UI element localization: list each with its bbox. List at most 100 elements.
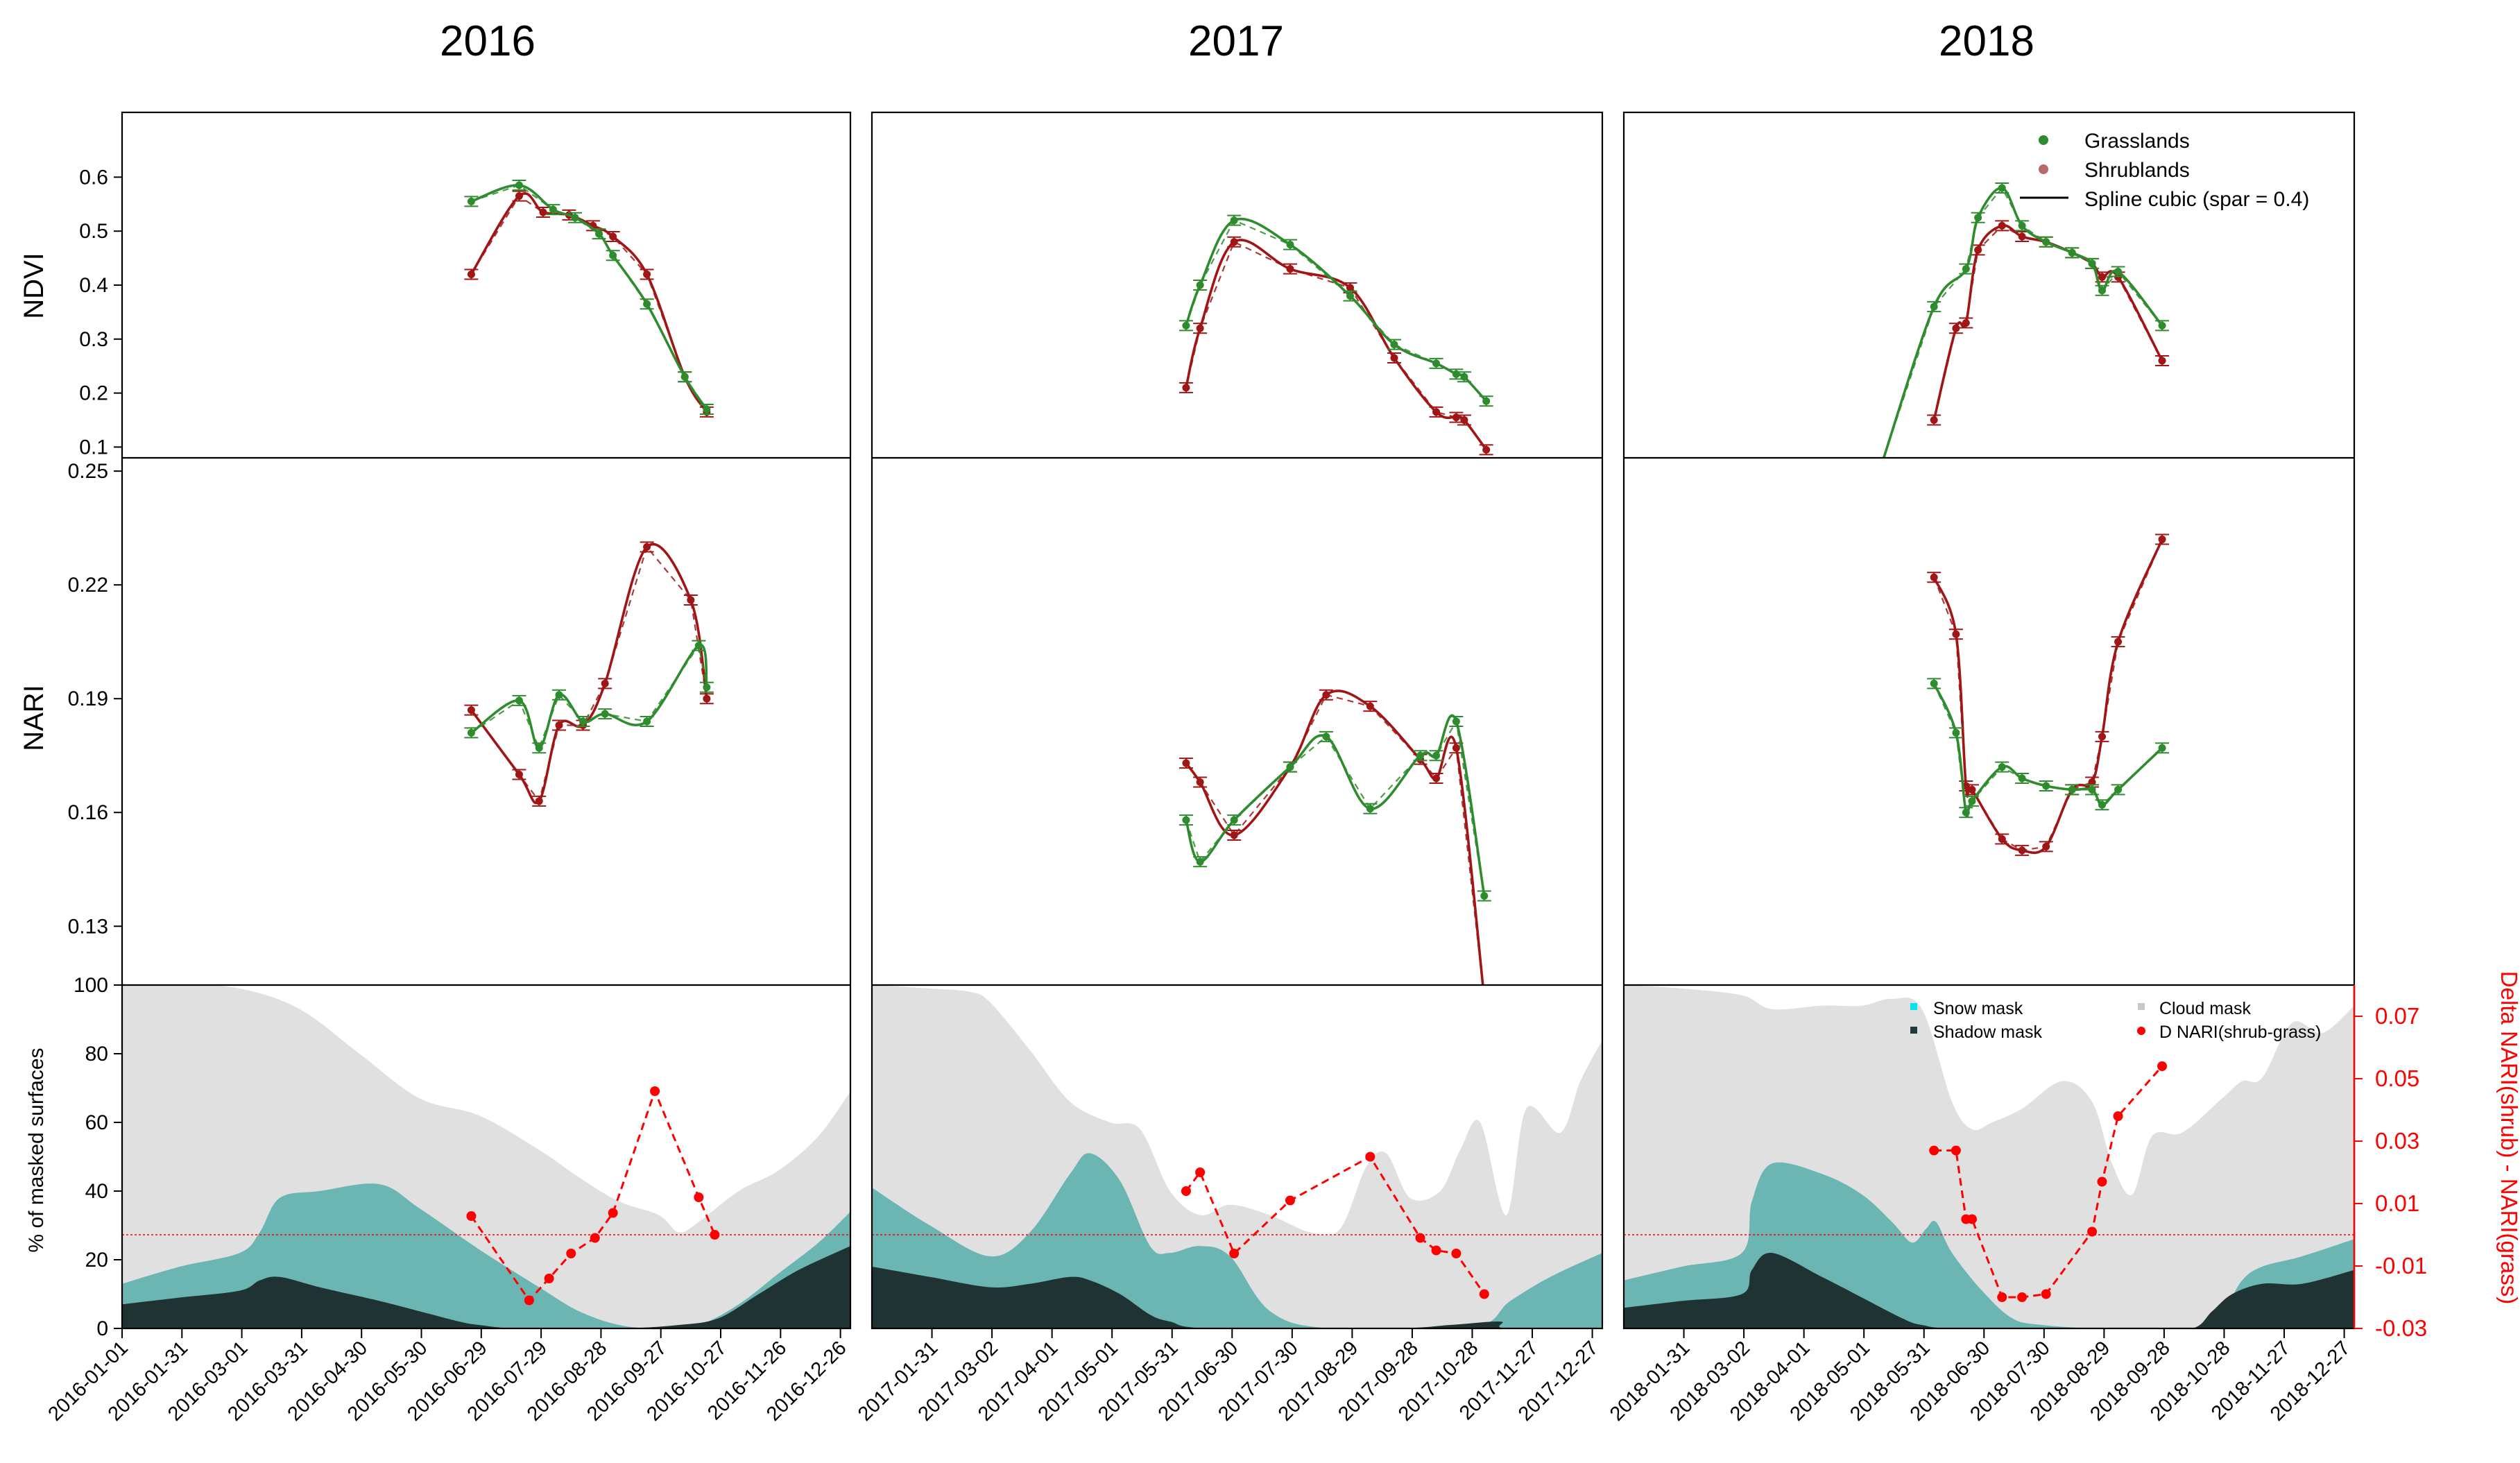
- nari-grass-point: [2068, 785, 2076, 794]
- nari-grass-point: [1416, 751, 1424, 760]
- nari-y-tick-label: 0.22: [68, 574, 108, 597]
- nari-grass-point: [703, 683, 711, 692]
- legend-shrub-marker: [2039, 164, 2048, 174]
- nari-shrub-point: [1452, 744, 1460, 752]
- delta-nari-point: [1431, 1245, 1441, 1256]
- ndvi-grass-point: [1286, 241, 1294, 249]
- ndvi-shrub-point: [539, 208, 547, 216]
- nari-y-tick-label: 0.13: [68, 915, 108, 938]
- nari-shrub-point: [515, 771, 523, 779]
- nari-shrub-point: [1952, 630, 1960, 638]
- nari-grass-point: [579, 717, 588, 726]
- nari-grass-point: [1182, 816, 1190, 824]
- mask-axis-label: % of masked surfaces: [25, 1047, 48, 1252]
- ndvi-shrub-dashed-line: [470, 195, 708, 413]
- nari-grass-point: [2114, 785, 2123, 794]
- nari-grass-point: [601, 710, 609, 718]
- ndvi-grass-dashed-line: [471, 184, 708, 410]
- ndvi-shrub-spline: [1185, 239, 1488, 451]
- ndvi-grass-point: [1390, 341, 1398, 349]
- legend-snow-label: Snow mask: [1933, 999, 2023, 1018]
- delta-nari-point: [524, 1295, 534, 1306]
- ndvi-y-tick-label: 0.4: [79, 274, 108, 297]
- nari-shrub-point: [2042, 842, 2050, 850]
- ndvi-shrub-point: [1286, 265, 1294, 273]
- ndvi-shrub-point: [2098, 273, 2106, 281]
- nari-shrub-point: [601, 679, 609, 687]
- nari-shrub-point: [535, 797, 543, 805]
- nari-shrub-point: [467, 706, 475, 715]
- delta-nari-point: [2097, 1177, 2107, 1187]
- delta-nari-point: [1181, 1186, 1191, 1196]
- ndvi-grass-point: [1432, 359, 1441, 368]
- ndvi-grass-point: [1346, 292, 1354, 300]
- nari-grass-point: [1322, 733, 1330, 741]
- ndvi-shrub-spline: [1932, 224, 2163, 420]
- delta-nari-point: [544, 1274, 554, 1283]
- nari-panel-2016: [464, 541, 714, 807]
- legend-shrub-label: Shrublands: [2084, 159, 2190, 182]
- ndvi-shrub-point: [1390, 354, 1398, 362]
- ndvi-shrub-point: [1432, 408, 1441, 416]
- ndvi-shrub-point: [515, 192, 523, 200]
- ndvi-axis-label: NDVI: [19, 253, 49, 319]
- delta-y-tick-label: -0.01: [2375, 1253, 2427, 1278]
- ndvi-shrub-point: [1182, 384, 1190, 392]
- ndvi-y-tick-label: 0.2: [79, 382, 108, 405]
- nari-shrub-point: [1196, 778, 1204, 786]
- ndvi-grass-point: [1974, 214, 1982, 222]
- nari-grass-point: [2042, 782, 2050, 790]
- ndvi-grass-point: [1878, 459, 1886, 467]
- nari-grass-point: [2088, 785, 2096, 794]
- nari-grass-point: [555, 691, 563, 699]
- nari-grass-spline: [1185, 714, 1486, 896]
- nari-grass-point: [2018, 774, 2026, 782]
- nari-grass-spline: [470, 644, 708, 750]
- nari-grass-point: [2158, 744, 2166, 752]
- nari-grass-point: [1968, 797, 1976, 805]
- ndvi-shrub-point: [1460, 416, 1468, 425]
- nari-y-tick-label: 0.16: [68, 801, 108, 824]
- nari-shrub-point: [1366, 702, 1374, 710]
- delta-nari-point: [1451, 1249, 1462, 1258]
- mask-y-tick-label: 0: [96, 1317, 108, 1340]
- ndvi-grass-point: [549, 205, 557, 214]
- nari-shrub-point: [1230, 831, 1238, 839]
- nari-grass-point: [535, 744, 543, 752]
- delta-y-tick-label: 0.05: [2375, 1066, 2419, 1091]
- nari-shrub-dashed-line: [470, 545, 708, 803]
- year-title-2017: 2017: [1188, 17, 1284, 65]
- nari-grass-point: [1286, 763, 1294, 771]
- nari-grass-point: [643, 717, 651, 726]
- nari-y-tick-label: 0.25: [68, 460, 108, 483]
- legend-shadow-marker: [1910, 1027, 1917, 1034]
- mask-y-tick-label: 20: [85, 1249, 108, 1272]
- ndvi-grass-point: [571, 214, 579, 222]
- nari-shrub-dashed-line: [1933, 539, 2163, 852]
- ndvi-grass-point: [1230, 216, 1238, 225]
- delta-nari-point: [2087, 1226, 2098, 1237]
- ndvi-grass-point: [467, 197, 475, 205]
- ndvi-shrub-point: [1952, 324, 1960, 332]
- nari-grass-point: [467, 728, 475, 737]
- mask-y-tick-label: 40: [85, 1180, 108, 1203]
- delta-nari-point: [2017, 1292, 2028, 1302]
- legend-cloud-label: Cloud mask: [2159, 999, 2251, 1018]
- delta-nari-point: [694, 1192, 704, 1202]
- delta-nari-point: [710, 1230, 720, 1240]
- legend-top: Grasslands Shrublands Spline cubic (spar…: [2020, 130, 2309, 211]
- ndvi-grass-point: [643, 300, 651, 308]
- panel-frame-2018: [1622, 111, 2356, 1330]
- nari-shrub-point: [1480, 995, 1488, 1002]
- nari-shrub-point: [1182, 759, 1190, 767]
- ndvi-grass-point: [703, 405, 711, 413]
- ndvi-grass-point: [1962, 265, 1970, 273]
- ndvi-grass-point: [1930, 302, 1938, 311]
- legend-spline-label: Spline cubic (spar = 0.4): [2084, 188, 2309, 211]
- ndvi-grass-point: [1482, 397, 1491, 405]
- delta-nari-point: [466, 1211, 477, 1221]
- nari-shrub-dashed-line: [1185, 694, 1484, 985]
- delta-nari-point: [1479, 1289, 1489, 1299]
- ndvi-y-tick-label: 0.5: [79, 220, 108, 243]
